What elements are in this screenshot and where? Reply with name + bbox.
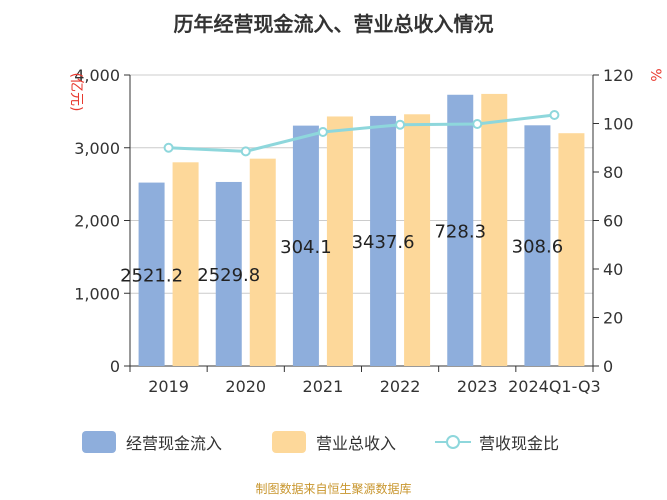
bar-cash-inflow [370, 115, 397, 366]
right-tick-label: 80 [603, 163, 623, 182]
ratio-point [317, 126, 328, 137]
bar-cash-inflow [215, 181, 242, 366]
ratio-line-path [168, 113, 555, 153]
legend-item-ratio[interactable]: 营收现金比 [435, 430, 559, 454]
chart-title: 历年经营现金流入、营业总收入情况 [173, 12, 494, 36]
right-tick-label: 40 [603, 260, 623, 279]
ratio-point [240, 146, 251, 157]
x-tick-label: 2023 [457, 377, 498, 396]
legend-item-revenue[interactable]: 营业总收入 [272, 430, 396, 454]
bar-revenue [404, 114, 431, 366]
ratio-point [549, 110, 560, 121]
source-note: 制图数据来自恒生聚源数据库 [255, 482, 412, 496]
right-tick-label: 100 [603, 115, 634, 134]
gridlines [130, 74, 593, 294]
x-tick-label: 2024Q1-Q3 [508, 377, 601, 396]
bar-data-label: 308.6 [512, 237, 564, 258]
bar-revenue [558, 133, 585, 366]
bar-data-label: 2529.8 [197, 265, 260, 286]
left-tick-label: 1,000 [74, 284, 120, 303]
left-tick-label: 4,000 [74, 66, 120, 85]
legend-swatch-cash-inflow [82, 431, 116, 453]
x-tick-label: 2022 [380, 377, 421, 396]
right-tick-label: 0 [603, 357, 613, 376]
axes: 0 1,000 2,000 3,000 4,000 0 20 40 60 80 100 120 (亿元)… [68, 66, 663, 376]
legend-label-revenue: 营业总收入 [316, 434, 397, 453]
x-tick-label: 2021 [303, 377, 344, 396]
ratio-line [163, 110, 560, 157]
legend: 经营现金流入 营业总收入 营收现金比 [0, 430, 667, 460]
bar-data-label: 304.1 [280, 237, 332, 258]
legend-label-cash-inflow: 经营现金流入 [126, 434, 223, 453]
bar-data-label: 2521.2 [120, 265, 183, 286]
left-tick-label: 3,000 [74, 139, 120, 158]
x-tick-label: 2019 [148, 377, 189, 396]
x-tick-label: 2020 [225, 377, 266, 396]
bar-revenue [249, 158, 276, 366]
ratio-point [163, 142, 174, 153]
combo-chart: 0 1,000 2,000 3,000 4,000 0 20 40 60 80 100 120 (亿元)… [68, 66, 663, 396]
right-tick-label: 20 [603, 309, 623, 328]
bar-cash-inflow [292, 125, 319, 366]
bar-cash-inflow [524, 125, 551, 366]
right-tick-label: 60 [603, 212, 623, 231]
bar-revenue [326, 116, 353, 366]
legend-swatch-revenue [272, 431, 306, 453]
bar-cash-inflow [447, 94, 474, 366]
bar-data-label: 3437.6 [352, 232, 415, 253]
bar-revenue [172, 162, 199, 366]
bar-data-label: 728.3 [434, 221, 486, 242]
right-axis-unit: % [647, 68, 663, 81]
bar-cash-inflow [138, 182, 165, 366]
legend-item-cash-inflow[interactable]: 经营现金流入 [82, 430, 222, 454]
left-axis-unit: (亿元) [68, 73, 84, 112]
legend-swatch-ratio [435, 431, 471, 453]
left-tick-label: 2,000 [74, 212, 120, 231]
left-tick-label: 0 [110, 357, 120, 376]
bars [138, 93, 585, 366]
data-labels: 2019 2521.2 2020 2529.8 2021 304.1 2022 3437.6 2… [120, 221, 601, 396]
right-tick-label: 120 [603, 66, 634, 85]
ratio-point [395, 119, 406, 130]
bar-revenue [481, 93, 508, 366]
legend-label-ratio: 营收现金比 [479, 434, 560, 453]
ratio-point [472, 118, 483, 129]
